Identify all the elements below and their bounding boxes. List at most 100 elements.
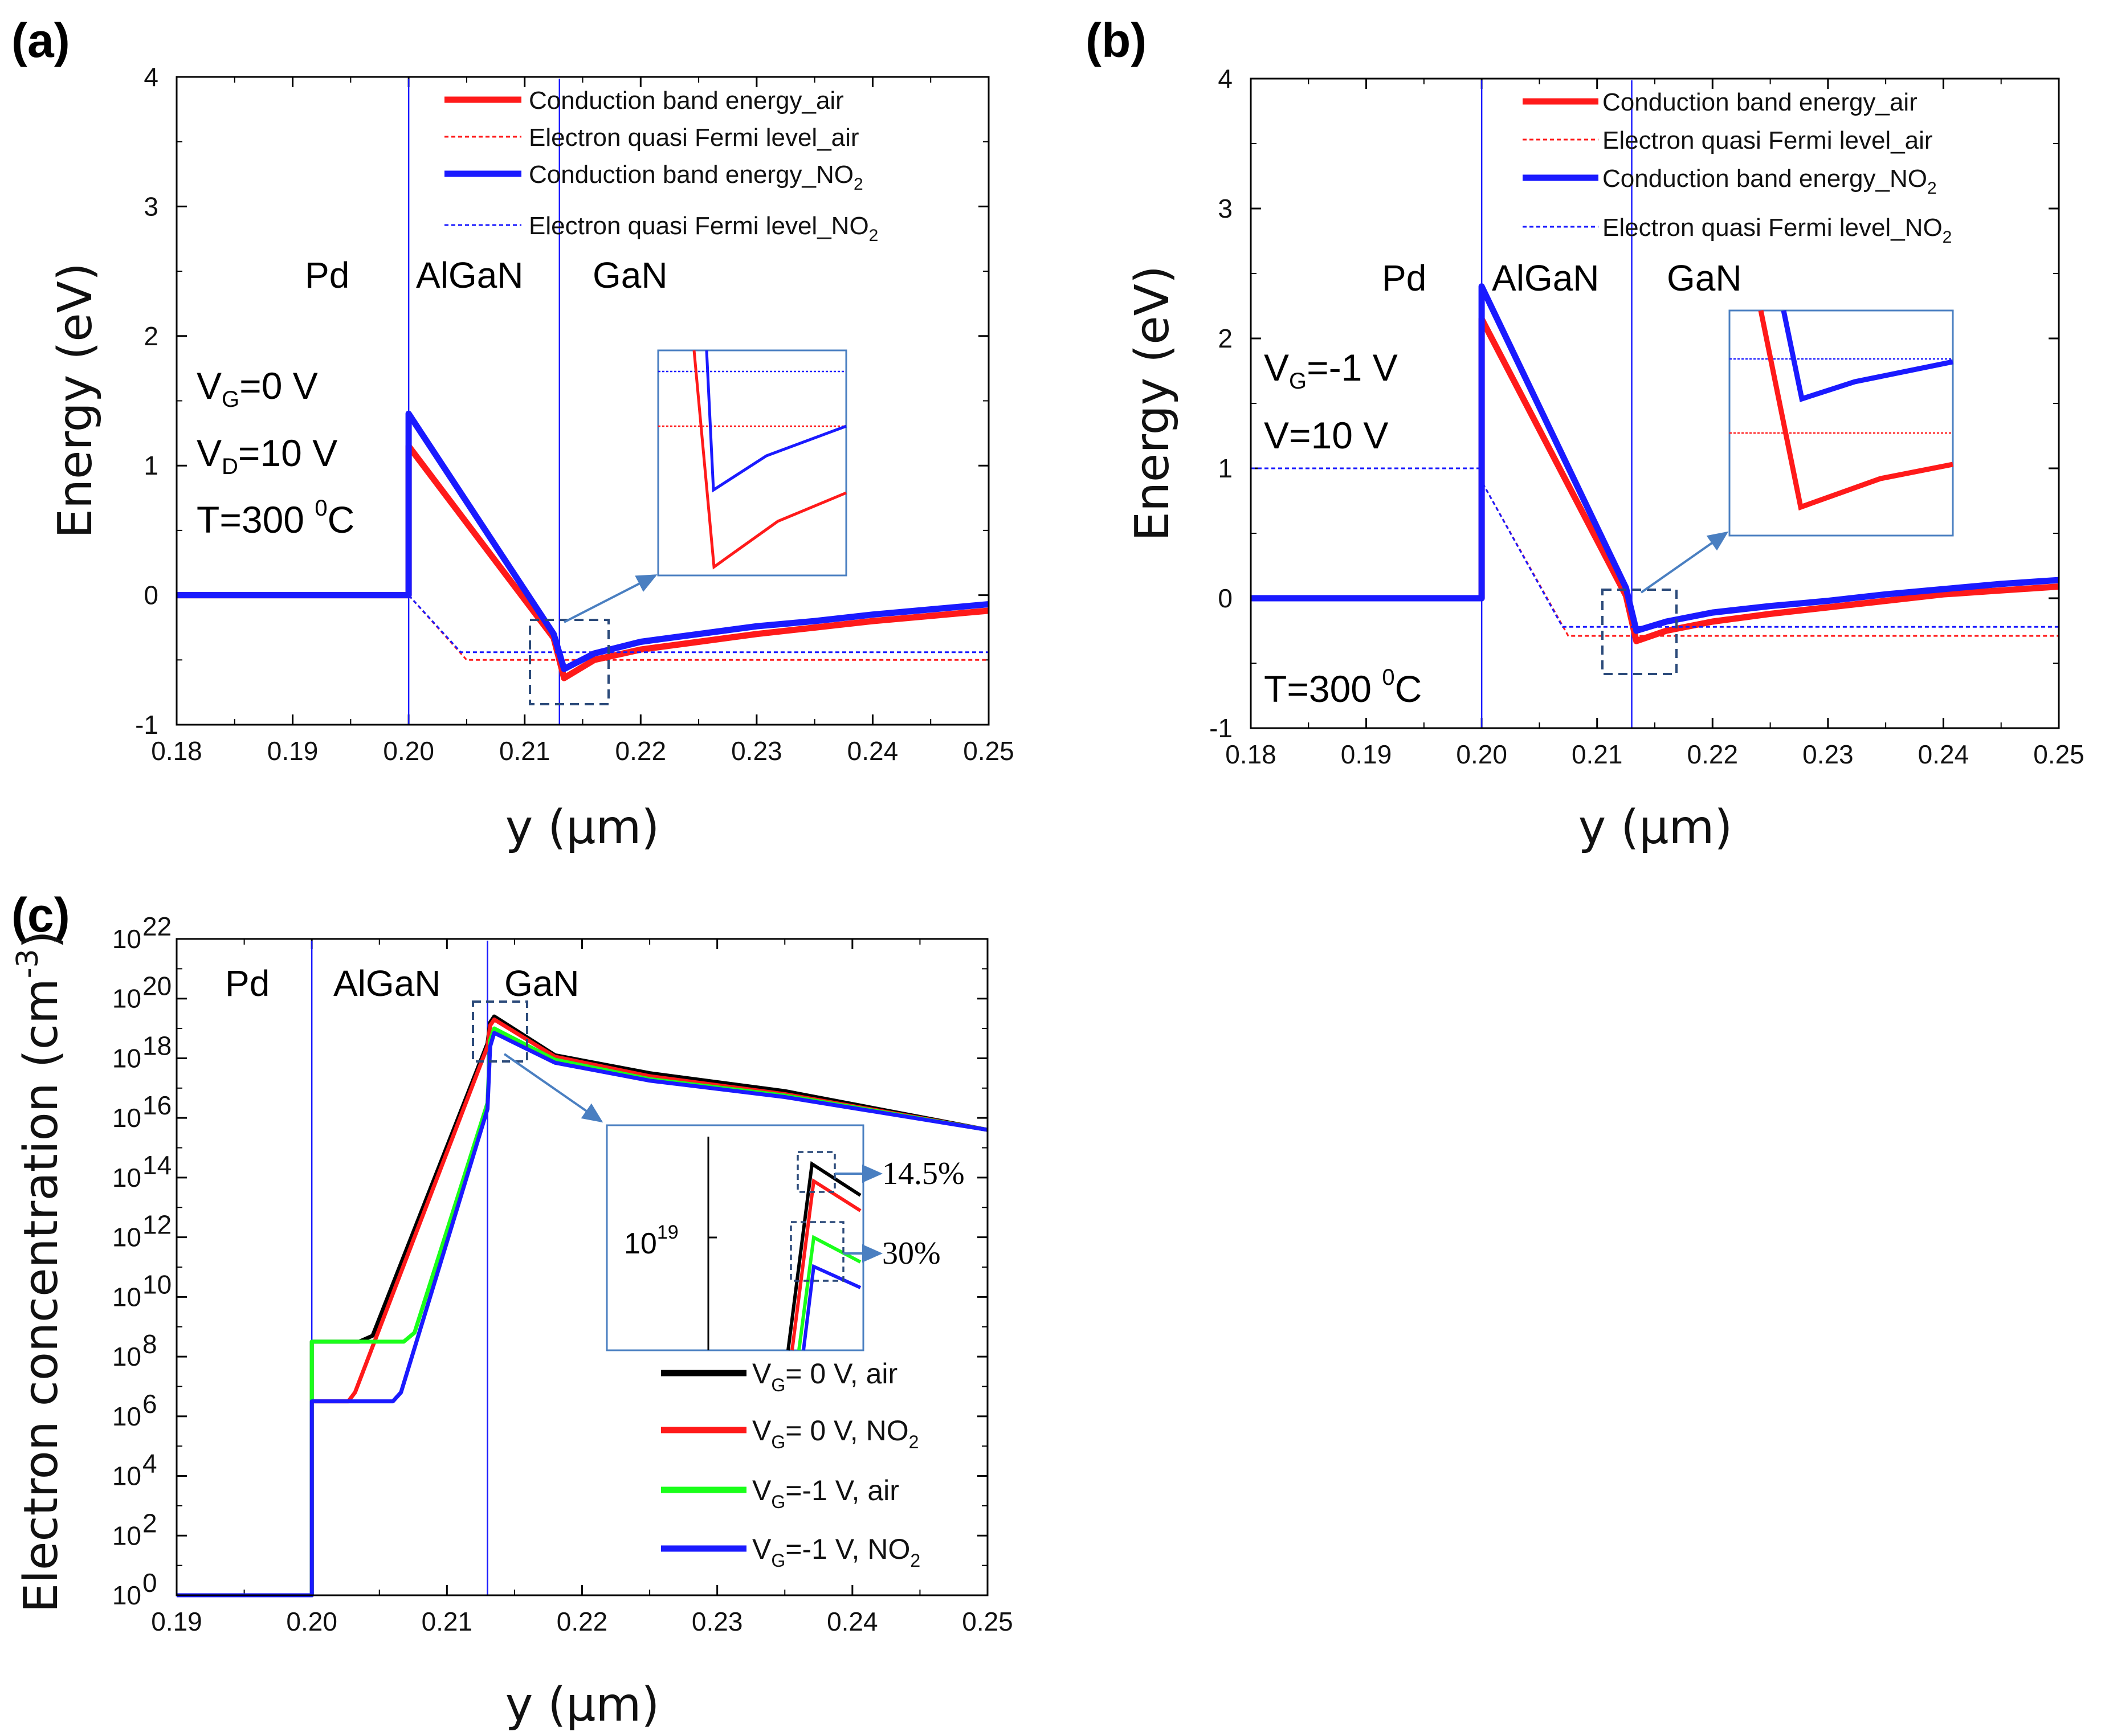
panel-c-xlabel: y (μm) — [505, 1678, 660, 1732]
condition-temp: T=300 0C — [197, 496, 354, 541]
panel-c-zoom-box — [472, 1000, 528, 1063]
legend-cb-air: Conduction band energy_air — [529, 87, 844, 115]
condition-vd: VD=10 V — [197, 432, 337, 479]
region-algan: AlGaN — [1492, 258, 1600, 299]
y-tick-label: 10 — [112, 1103, 141, 1133]
legend-fermi-air: Electron quasi Fermi level_air — [1602, 126, 1933, 154]
y-tick-label: 0 — [1218, 583, 1233, 613]
y-tick-label: 10 — [112, 1521, 141, 1550]
legend-vg0-air: VG= 0 V, air — [752, 1358, 897, 1395]
series-line-1 — [177, 443, 989, 681]
panel-b: (b) 0.18 0.19 0.20 0.21 0.22 0.23 0.24 0.25 -1 0 1… — [1086, 14, 2084, 855]
panel-b-regions: Pd AlGaN GaN — [1382, 258, 1742, 299]
x-tick-label: 0.21 — [1572, 740, 1623, 769]
region-pd: Pd — [305, 255, 349, 296]
y-tick-exponent: 6 — [142, 1389, 157, 1419]
annotation-14-5-percent: 14.5% — [882, 1156, 965, 1191]
panel-a: (a) 0.18 0.19 0.20 0.21 0.22 0.23 0.24 0.25 -1 0 1… — [11, 14, 1014, 855]
y-tick-label: 10 — [112, 924, 141, 954]
panel-a-inset — [657, 349, 847, 577]
legend-fermi-no2: Electron quasi Fermi level_NO2 — [529, 212, 878, 245]
panel-b-axes: 0.18 0.19 0.20 0.21 0.22 0.23 0.24 0.25 -1 0 1 2 3 4 — [1209, 64, 2084, 769]
legend-vgm1-air: VG=-1 V, air — [752, 1474, 899, 1512]
panel-c-zoom-arrow — [503, 1053, 603, 1123]
panel-b-inset-frame — [1728, 309, 1954, 537]
series-line-4 — [177, 594, 989, 653]
x-tick-label: 0.24 — [827, 1607, 878, 1636]
inset-a-cb-no2 — [705, 350, 847, 493]
y-tick-label: 10 — [112, 1461, 141, 1491]
panel-a-conditions: VG=0 V VD=10 V T=300 0C — [197, 365, 354, 541]
y-tick-exponent: 16 — [142, 1090, 172, 1120]
panel-a-frame — [176, 76, 990, 726]
panel-b-frame — [1250, 77, 2060, 729]
panel-c-frame — [176, 938, 989, 1596]
panel-c-inset-frame — [606, 1124, 864, 1351]
legend-cb-no2: Conduction band energy_NO2 — [1602, 165, 1937, 198]
inset-c-ytick-label: 1019 — [624, 1222, 679, 1260]
y-tick-label: 0 — [144, 581, 158, 610]
y-tick-label: 10 — [112, 1580, 141, 1610]
panel-a-inset-frame — [657, 349, 847, 577]
x-tick-label: 0.21 — [499, 736, 550, 766]
x-tick-label: 0.23 — [731, 736, 782, 766]
inset-b-cb-air — [1758, 310, 1953, 510]
x-tick-label: 0.20 — [383, 736, 434, 766]
series-line-4 — [1251, 467, 2059, 628]
y-tick-exponent: 4 — [142, 1449, 157, 1478]
y-tick-label: 10 — [112, 1282, 141, 1312]
y-tick-exponent: 22 — [142, 912, 172, 941]
panel-b-series — [1251, 283, 2059, 644]
x-tick-label: 0.24 — [1918, 740, 1969, 769]
x-tick-label: 0.22 — [557, 1607, 608, 1636]
y-tick-exponent: 0 — [142, 1568, 157, 1598]
x-tick-label: 0.20 — [286, 1607, 337, 1636]
y-tick-exponent: 12 — [142, 1210, 172, 1240]
panel-a-zoom-box — [529, 619, 610, 705]
panel-c-label: (c) — [11, 888, 70, 942]
y-tick-label: 10 — [112, 984, 141, 1014]
y-tick-label: 2 — [144, 321, 158, 351]
series-line-3 — [1251, 283, 2059, 634]
inset-c-red — [790, 1178, 862, 1351]
y-tick-exponent: 2 — [142, 1508, 157, 1538]
y-tick-label: 4 — [144, 62, 158, 92]
inset-c-box-bottom — [790, 1221, 845, 1282]
x-tick-label: 0.24 — [847, 736, 899, 766]
panel-b-inset — [1728, 309, 1954, 537]
y-tick-label: 10 — [112, 1402, 141, 1431]
panel-c-series — [177, 1014, 988, 1598]
panel-a-xlabel: y (μm) — [505, 800, 660, 855]
y-tick-label: -1 — [1209, 713, 1233, 743]
y-tick-label: 1 — [1218, 454, 1233, 483]
condition-vg: VG=-1 V — [1264, 346, 1398, 394]
inset-c-blue — [802, 1264, 862, 1351]
y-tick-label: -1 — [135, 710, 158, 740]
series-line-1 — [177, 1014, 988, 1598]
panel-b-ylabel: Energy (eV) — [1125, 265, 1180, 541]
region-gan: GaN — [504, 963, 580, 1004]
panel-b-zoom-box — [1601, 589, 1678, 675]
series-line-2 — [177, 594, 989, 661]
inset-a-cb-air — [692, 350, 847, 570]
series-line-4 — [177, 1031, 988, 1598]
x-tick-label: 0.20 — [1456, 740, 1507, 769]
panel-c-inset: 1019 — [606, 1124, 864, 1351]
y-tick-exponent: 14 — [142, 1150, 172, 1180]
panel-a-zoom-arrow — [564, 574, 658, 623]
annotation-30-percent: 30% — [882, 1236, 941, 1271]
x-tick-label: 0.22 — [1687, 740, 1739, 769]
inset-c-black — [786, 1161, 862, 1351]
y-tick-label: 10 — [112, 1342, 141, 1371]
x-tick-label: 0.21 — [422, 1607, 473, 1636]
panel-c-legend: VG= 0 V, air VG= 0 V, NO2 VG=-1 V, air V… — [661, 1358, 920, 1571]
panel-b-xlabel: y (μm) — [1578, 800, 1733, 855]
panel-b-conditions: VG=-1 V V=10 V T=300 0C — [1264, 346, 1422, 710]
y-tick-exponent: 10 — [142, 1269, 172, 1299]
legend-cb-air: Conduction band energy_air — [1602, 88, 1918, 116]
region-pd: Pd — [225, 963, 270, 1004]
panel-a-label: (a) — [11, 14, 70, 67]
y-tick-label: 10 — [112, 1043, 141, 1073]
y-tick-exponent: 20 — [142, 971, 172, 1001]
